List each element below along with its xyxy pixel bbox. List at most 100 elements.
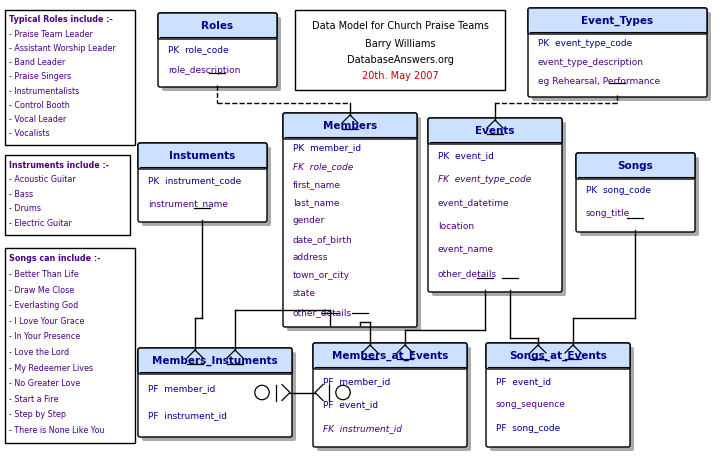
Text: - I Love Your Grace: - I Love Your Grace <box>9 317 84 326</box>
Text: PK  song_code: PK song_code <box>586 186 651 195</box>
Text: DatabaseAnswers.org: DatabaseAnswers.org <box>347 55 453 65</box>
Text: - Everlasting God: - Everlasting God <box>9 301 78 310</box>
Text: PK  instrument_code: PK instrument_code <box>148 176 241 185</box>
Text: - No Greater Love: - No Greater Love <box>9 379 80 388</box>
FancyBboxPatch shape <box>428 118 562 144</box>
Text: Songs can include :-: Songs can include :- <box>9 255 100 264</box>
FancyBboxPatch shape <box>528 8 707 34</box>
Bar <box>5 248 135 443</box>
FancyBboxPatch shape <box>283 113 417 327</box>
Text: PK  event_id: PK event_id <box>438 152 494 161</box>
Text: - Vocal Leader: - Vocal Leader <box>9 115 66 124</box>
Text: FK  role_code: FK role_code <box>293 162 353 171</box>
Text: Instuments: Instuments <box>170 151 236 161</box>
FancyBboxPatch shape <box>490 347 634 451</box>
FancyBboxPatch shape <box>138 348 292 374</box>
Bar <box>295 10 505 90</box>
Text: PF  event_id: PF event_id <box>323 400 378 409</box>
Text: - Draw Me Close: - Draw Me Close <box>9 285 74 294</box>
Text: - Bass: - Bass <box>9 190 33 199</box>
FancyBboxPatch shape <box>142 352 296 441</box>
Text: - Love the Lord: - Love the Lord <box>9 348 69 357</box>
FancyBboxPatch shape <box>142 147 271 226</box>
Text: Members: Members <box>323 121 377 131</box>
Text: address: address <box>293 253 328 262</box>
Text: - Instrumentalists: - Instrumentalists <box>9 86 79 95</box>
Text: Barry Williams: Barry Williams <box>365 38 435 48</box>
Text: last_name: last_name <box>293 198 339 207</box>
FancyBboxPatch shape <box>576 153 695 232</box>
Bar <box>5 10 135 145</box>
Text: Data Model for Church Praise Teams: Data Model for Church Praise Teams <box>312 21 489 31</box>
Text: Members_at_Events: Members_at_Events <box>332 351 448 361</box>
FancyBboxPatch shape <box>158 13 277 39</box>
FancyBboxPatch shape <box>162 17 281 91</box>
FancyBboxPatch shape <box>287 117 421 331</box>
Text: Events: Events <box>476 126 515 136</box>
Text: - Acoustic Guitar: - Acoustic Guitar <box>9 175 75 184</box>
Text: - Step by Step: - Step by Step <box>9 410 66 419</box>
Text: - Start a Fire: - Start a Fire <box>9 395 59 404</box>
Text: - Assistant Worship Leader: - Assistant Worship Leader <box>9 44 116 53</box>
Text: town_or_city: town_or_city <box>293 271 350 280</box>
Bar <box>5 155 130 235</box>
Text: PK  event_type_code: PK event_type_code <box>538 39 632 48</box>
Text: instrument_name: instrument_name <box>148 200 228 209</box>
Text: - Better Than Life: - Better Than Life <box>9 270 79 279</box>
FancyBboxPatch shape <box>138 143 267 169</box>
FancyBboxPatch shape <box>313 343 467 447</box>
Text: event_datetime: event_datetime <box>438 199 510 208</box>
Text: gender: gender <box>293 217 326 226</box>
FancyBboxPatch shape <box>580 157 699 236</box>
Text: - Vocalists: - Vocalists <box>9 129 49 138</box>
Text: location: location <box>438 222 474 231</box>
Text: - Electric Guitar: - Electric Guitar <box>9 219 72 228</box>
Text: Event_Types: Event_Types <box>581 16 653 26</box>
Text: song_title: song_title <box>586 209 630 218</box>
FancyBboxPatch shape <box>138 143 267 222</box>
Text: PK  role_code: PK role_code <box>168 45 228 54</box>
Text: event_type_description: event_type_description <box>538 58 644 67</box>
Text: PK  member_id: PK member_id <box>293 143 361 152</box>
Text: eg Rehearsal, Performance: eg Rehearsal, Performance <box>538 77 660 86</box>
Text: Members_Instuments: Members_Instuments <box>152 356 278 366</box>
Text: - In Your Presence: - In Your Presence <box>9 332 80 342</box>
Text: role_description: role_description <box>168 66 241 75</box>
Text: - Praise Singers: - Praise Singers <box>9 72 71 81</box>
Text: Songs_at_Events: Songs_at_Events <box>509 351 607 361</box>
Text: 20th. May 2007: 20th. May 2007 <box>362 71 439 81</box>
Text: event_name: event_name <box>438 246 494 255</box>
Text: date_of_birth: date_of_birth <box>293 235 353 244</box>
FancyBboxPatch shape <box>313 343 467 369</box>
Text: first_name: first_name <box>293 180 341 189</box>
Text: - Drums: - Drums <box>9 204 41 213</box>
FancyBboxPatch shape <box>528 8 707 97</box>
Text: FK  event_type_code: FK event_type_code <box>438 175 531 184</box>
Text: PF  member_id: PF member_id <box>323 377 390 386</box>
Text: other_details: other_details <box>293 308 352 317</box>
Text: Roles: Roles <box>202 21 233 31</box>
FancyBboxPatch shape <box>486 343 630 447</box>
Text: PF  member_id: PF member_id <box>148 384 215 393</box>
Text: - Band Leader: - Band Leader <box>9 58 65 67</box>
FancyBboxPatch shape <box>576 153 695 179</box>
Text: - My Redeemer Lives: - My Redeemer Lives <box>9 364 93 372</box>
Text: PF  instrument_id: PF instrument_id <box>148 411 227 420</box>
FancyBboxPatch shape <box>283 113 417 139</box>
Text: Instruments include :-: Instruments include :- <box>9 161 109 170</box>
Text: song_sequence: song_sequence <box>496 400 566 409</box>
Text: PF  event_id: PF event_id <box>496 377 551 386</box>
Text: state: state <box>293 289 316 298</box>
FancyBboxPatch shape <box>317 347 471 451</box>
FancyBboxPatch shape <box>158 13 277 87</box>
Text: FK  instrument_id: FK instrument_id <box>323 424 402 433</box>
FancyBboxPatch shape <box>532 12 711 101</box>
Text: Typical Roles include :-: Typical Roles include :- <box>9 16 113 24</box>
FancyBboxPatch shape <box>428 118 562 292</box>
Text: Songs: Songs <box>618 161 653 171</box>
FancyBboxPatch shape <box>486 343 630 369</box>
FancyBboxPatch shape <box>432 122 566 296</box>
Text: - Praise Team Leader: - Praise Team Leader <box>9 29 93 38</box>
FancyBboxPatch shape <box>138 348 292 437</box>
Text: PF  song_code: PF song_code <box>496 424 560 433</box>
